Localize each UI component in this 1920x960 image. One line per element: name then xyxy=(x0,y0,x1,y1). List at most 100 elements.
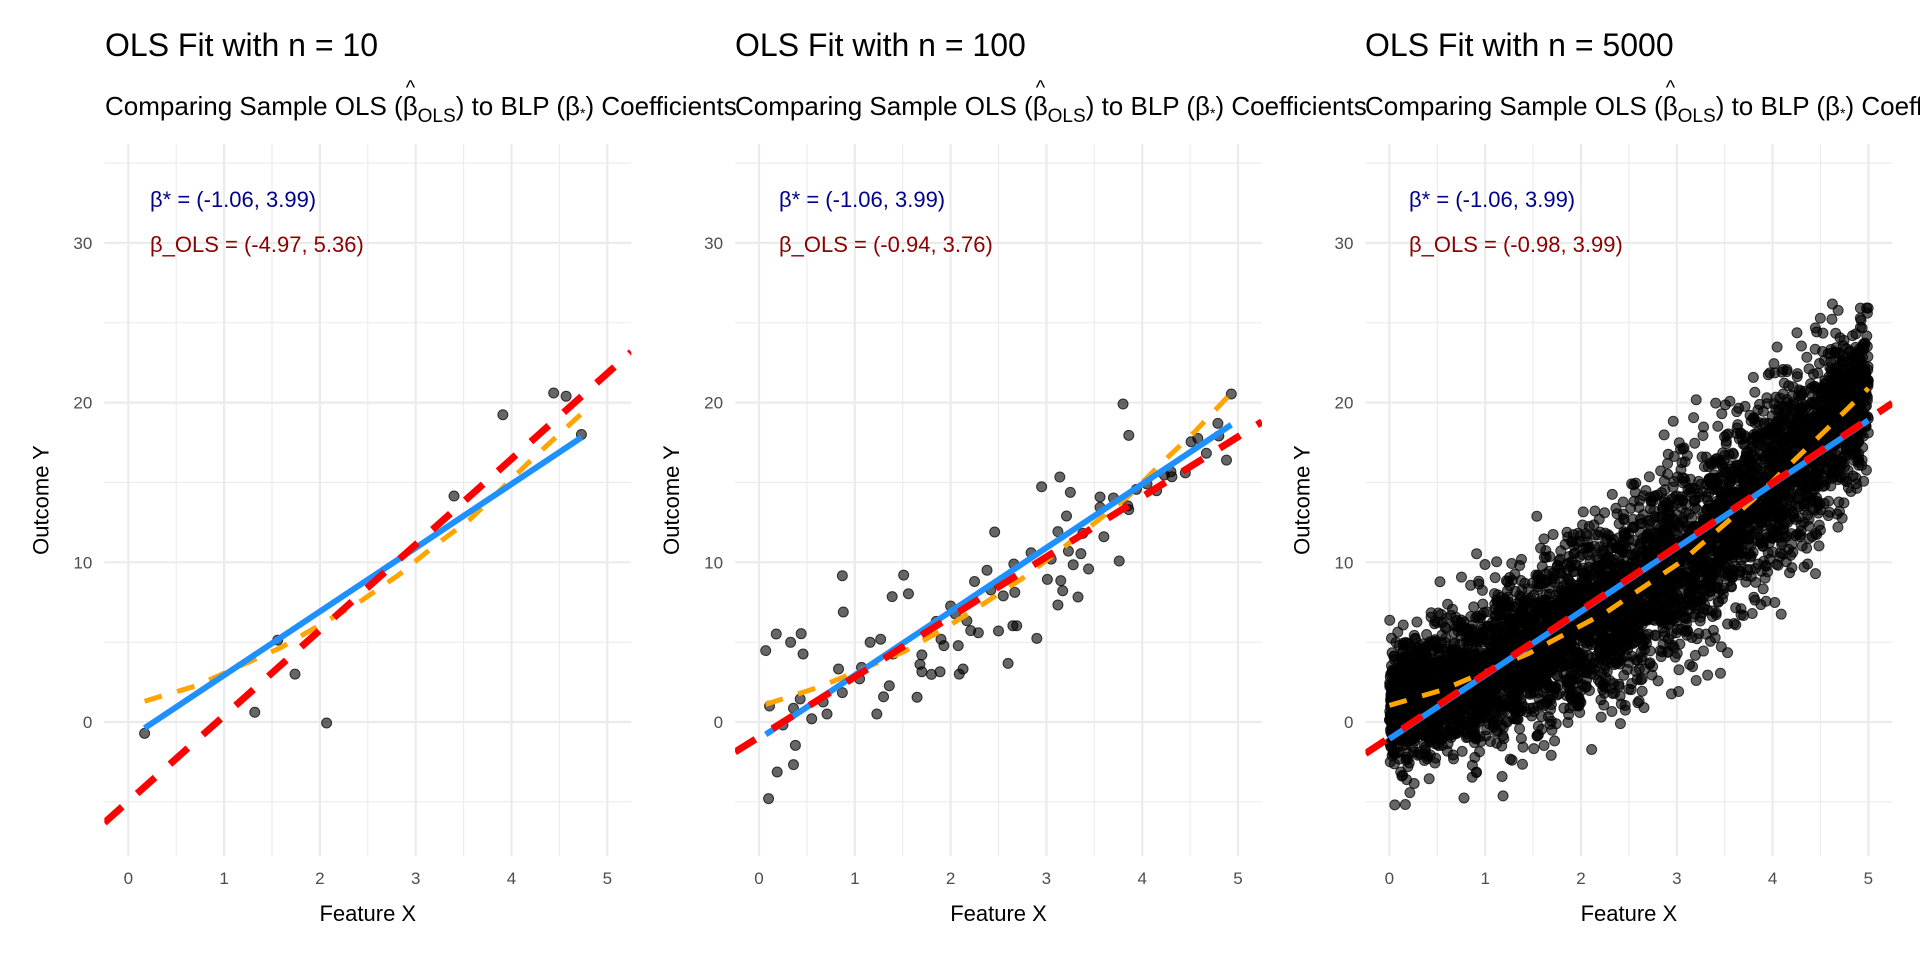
data-point xyxy=(1784,567,1796,579)
data-point xyxy=(1838,334,1850,346)
data-point xyxy=(1072,591,1084,603)
data-point xyxy=(1850,440,1862,452)
data-point xyxy=(1678,442,1690,454)
data-point xyxy=(953,668,965,680)
data-point xyxy=(1055,575,1067,587)
data-point xyxy=(1658,429,1670,441)
data-point xyxy=(1710,566,1722,578)
data-point xyxy=(1611,542,1623,554)
data-point xyxy=(1854,371,1866,383)
data-point xyxy=(1733,402,1745,414)
data-point xyxy=(1832,304,1844,316)
data-point xyxy=(1726,572,1738,584)
data-point xyxy=(1535,594,1547,606)
x-tick-label: 2 xyxy=(315,869,324,888)
beta-star-line xyxy=(142,435,584,731)
data-point xyxy=(1062,545,1074,557)
data-point xyxy=(1468,601,1480,613)
y-tick-label: 30 xyxy=(73,234,92,253)
data-point xyxy=(902,588,914,600)
y-tick-label: 20 xyxy=(1335,394,1354,413)
data-point xyxy=(787,759,799,771)
data-point xyxy=(836,687,848,699)
data-point xyxy=(1780,556,1792,568)
data-point xyxy=(1528,743,1540,755)
data-point xyxy=(1791,368,1803,380)
y-axis-title: Outcome Y xyxy=(28,445,53,555)
data-point xyxy=(1547,573,1559,585)
data-point xyxy=(1098,531,1110,543)
plot-area xyxy=(104,349,632,826)
data-point xyxy=(1850,472,1862,484)
data-point xyxy=(1745,564,1757,576)
data-point xyxy=(1823,495,1835,507)
data-point xyxy=(1052,599,1064,611)
data-point xyxy=(1540,545,1552,557)
data-point xyxy=(1678,575,1690,587)
data-point xyxy=(1002,657,1014,669)
data-point xyxy=(1648,491,1660,503)
data-point xyxy=(911,691,923,703)
data-point xyxy=(1606,706,1618,718)
data-point xyxy=(938,640,950,652)
data-point xyxy=(1568,548,1580,560)
data-point xyxy=(1423,773,1435,785)
data-point xyxy=(1397,619,1409,631)
data-point xyxy=(1803,513,1815,525)
data-point xyxy=(1504,753,1516,765)
y-tick-label: 10 xyxy=(73,553,92,572)
y-tick-label: 20 xyxy=(73,394,92,413)
data-point xyxy=(1777,388,1789,400)
data-point xyxy=(548,387,560,399)
data-point xyxy=(1595,711,1607,723)
y-tick-label: 0 xyxy=(714,713,723,732)
data-point xyxy=(1719,449,1731,461)
data-point xyxy=(952,640,964,652)
data-point xyxy=(1754,398,1766,410)
data-point xyxy=(1497,790,1509,802)
data-point xyxy=(1690,394,1702,406)
data-point xyxy=(1477,650,1489,662)
data-point xyxy=(1566,536,1578,548)
data-point xyxy=(1792,528,1804,540)
data-point xyxy=(1464,662,1476,674)
data-point xyxy=(1682,625,1694,637)
data-point xyxy=(1435,671,1447,683)
data-point xyxy=(1762,369,1774,381)
data-point xyxy=(1738,464,1750,476)
data-point xyxy=(1698,421,1710,433)
data-point xyxy=(1830,327,1842,339)
data-point xyxy=(1689,649,1701,661)
data-point xyxy=(1716,408,1728,420)
data-point xyxy=(1411,616,1423,628)
data-point xyxy=(1824,348,1836,360)
data-point xyxy=(1639,663,1651,675)
data-point xyxy=(1643,471,1655,483)
data-point xyxy=(1698,461,1710,473)
x-tick-label: 5 xyxy=(603,869,612,888)
data-point xyxy=(821,708,833,720)
data-point xyxy=(1036,481,1048,493)
data-point xyxy=(1439,621,1451,633)
data-point xyxy=(1708,456,1720,468)
data-point xyxy=(1061,510,1073,522)
data-point xyxy=(1496,770,1508,782)
beta-star-line xyxy=(764,422,1233,737)
data-point xyxy=(1761,392,1773,404)
data-point xyxy=(1814,312,1826,324)
data-point xyxy=(1795,340,1807,352)
data-point xyxy=(1449,638,1461,650)
smooth-curve-line xyxy=(764,391,1234,707)
data-point xyxy=(1728,618,1740,630)
data-point xyxy=(1538,533,1550,545)
data-point xyxy=(875,633,887,645)
data-point xyxy=(1607,624,1619,636)
data-point xyxy=(1598,663,1610,675)
data-point xyxy=(898,569,910,581)
y-axis-title: Outcome Y xyxy=(1289,445,1314,555)
y-tick-label: 10 xyxy=(1335,553,1354,572)
data-point xyxy=(1665,688,1677,700)
data-point xyxy=(1832,521,1844,533)
data-point xyxy=(1634,541,1646,553)
y-tick-label: 30 xyxy=(1335,234,1354,253)
